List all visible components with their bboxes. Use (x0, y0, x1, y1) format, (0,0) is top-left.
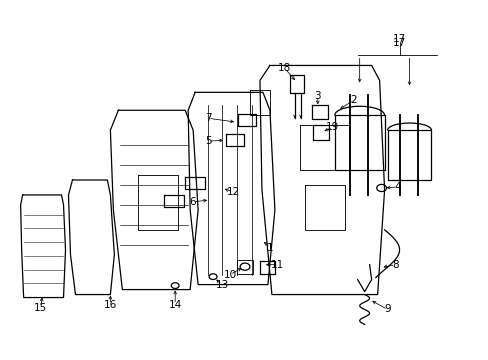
Text: 7: 7 (204, 113, 211, 123)
Text: 2: 2 (350, 95, 356, 105)
Text: 11: 11 (271, 260, 284, 270)
Text: 6: 6 (188, 197, 195, 207)
Text: 16: 16 (103, 300, 117, 310)
Text: 18: 18 (278, 63, 291, 73)
Text: 19: 19 (325, 122, 339, 132)
Text: 9: 9 (384, 305, 390, 315)
Text: 17: 17 (392, 33, 406, 44)
Text: 17: 17 (392, 37, 406, 48)
Text: 5: 5 (204, 136, 211, 146)
Text: 8: 8 (391, 260, 398, 270)
Text: 15: 15 (34, 302, 47, 312)
Text: 1: 1 (266, 243, 273, 253)
Text: 3: 3 (314, 91, 321, 101)
Text: 4: 4 (393, 182, 400, 192)
Text: 12: 12 (226, 187, 239, 197)
Text: 10: 10 (223, 270, 236, 280)
Text: 14: 14 (168, 300, 182, 310)
Text: 13: 13 (215, 280, 228, 289)
